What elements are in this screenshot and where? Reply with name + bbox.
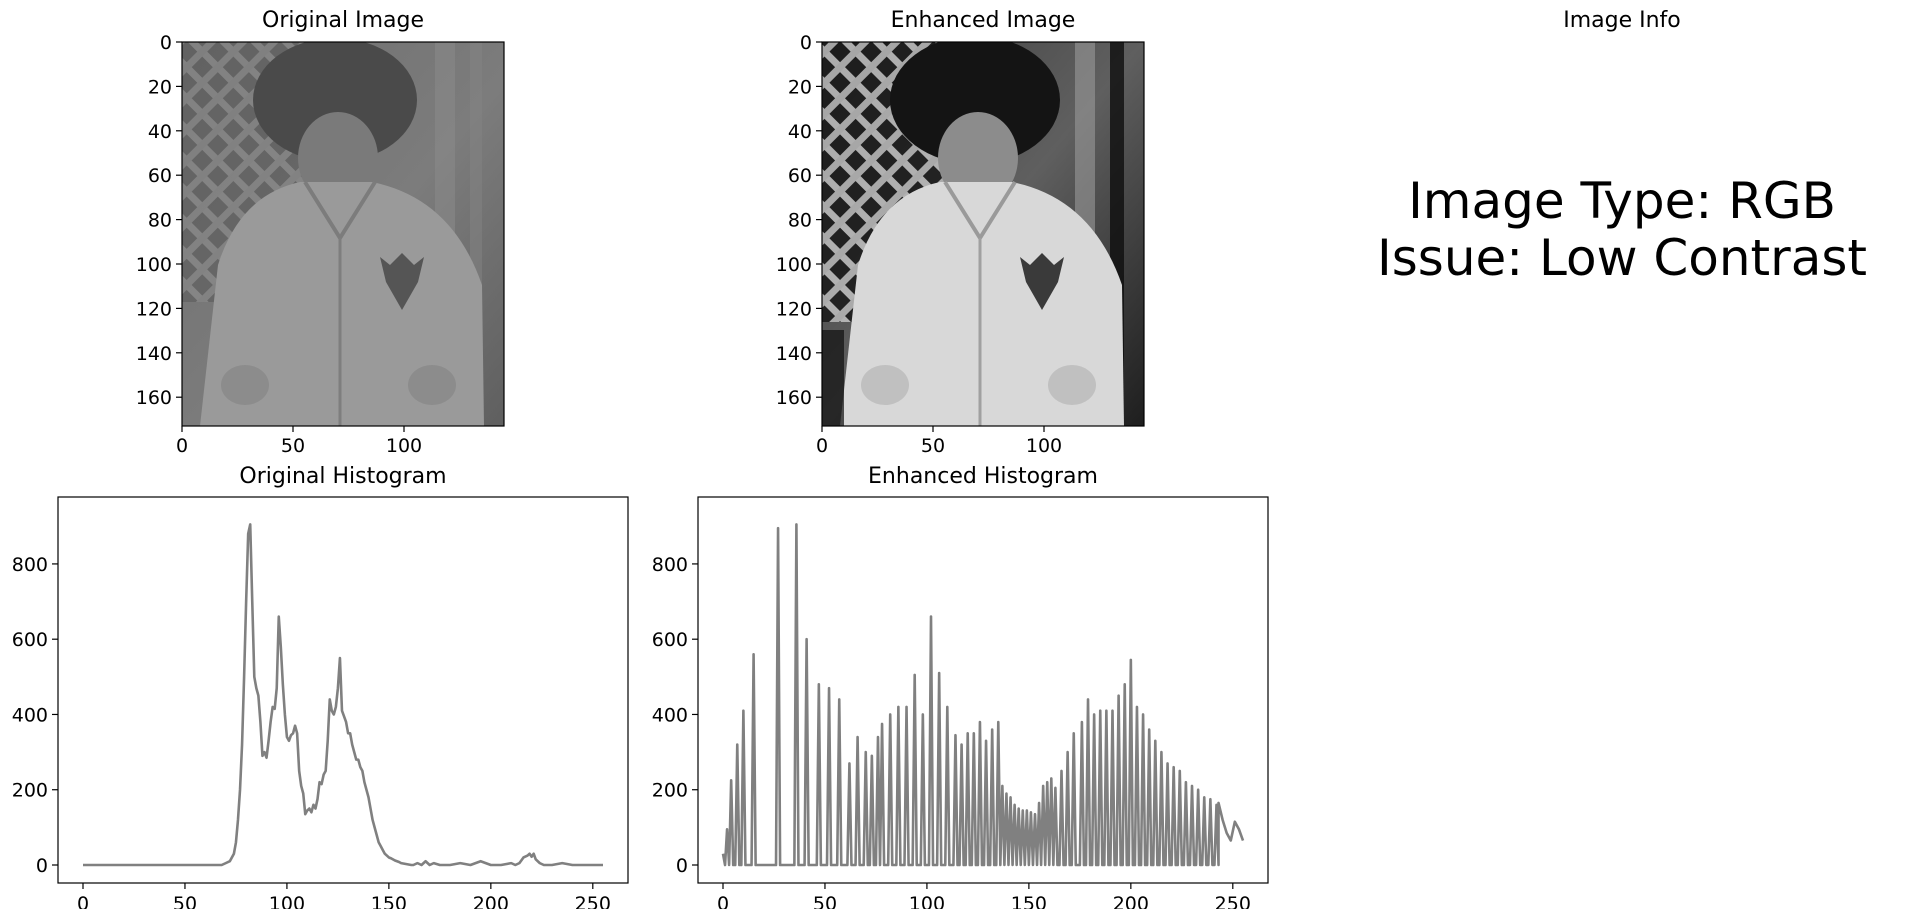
histogram-y-tick-label: 400 <box>12 704 48 726</box>
histogram-x-tick-label: 100 <box>909 893 945 909</box>
histogram-x-tick-label: 150 <box>1011 893 1047 909</box>
histogram-y-tick-label: 0 <box>676 855 688 877</box>
original-image-y-tick-label: 0 <box>160 32 172 54</box>
original-image-y-tick-label: 80 <box>148 210 172 232</box>
enhanced-image-y-ticks: 0 20 40 60 80 100 120 140 160 <box>776 32 822 409</box>
enhanced-image-x-tick-label: 50 <box>921 435 945 457</box>
original-photo <box>182 42 504 426</box>
enhanced-image-y-tick-label: 60 <box>788 165 812 187</box>
histogram-series-line <box>83 523 603 867</box>
histogram-x-tick-label: 50 <box>813 893 837 909</box>
original-image-y-tick-label: 20 <box>148 76 172 98</box>
original-image-y-tick-label: 60 <box>148 165 172 187</box>
histogram-x-tick-label: 200 <box>1113 893 1149 909</box>
histogram-y-tick-label: 600 <box>12 629 48 651</box>
enhanced-image-y-tick-label: 120 <box>776 298 812 320</box>
histogram-x-tick-label: 0 <box>717 893 729 909</box>
original-histogram-frame <box>57 496 629 884</box>
image-info-panel: Image Info Image Type: RGB Issue: Low Co… <box>1377 8 1867 287</box>
histogram-series-line <box>721 523 1245 867</box>
original-image-title: Original Image <box>262 8 424 33</box>
histogram-x-tick-label: 150 <box>371 893 407 909</box>
histogram-x-tick-label: 100 <box>269 893 305 909</box>
enhanced-histogram-chart: Enhanced Histogram 0 50 100 150 200 250 0 200 40… <box>652 464 1269 909</box>
histogram-y-tick-label: 800 <box>12 554 48 576</box>
enhanced-image-y-tick-label: 100 <box>776 254 812 276</box>
enhanced-histogram-title: Enhanced Histogram <box>868 464 1098 489</box>
histogram-x-tick-label: 200 <box>473 893 509 909</box>
original-histogram-title: Original Histogram <box>239 464 446 489</box>
original-image-y-tick-label: 100 <box>136 254 172 276</box>
enhanced-image-y-tick-label: 80 <box>788 210 812 232</box>
original-image-y-tick-label: 40 <box>148 121 172 143</box>
enhanced-image-panel: Enhanced Image 0 20 40 60 80 100 120 140 160 0 50… <box>776 8 1145 457</box>
enhanced-photo <box>822 42 1144 426</box>
original-image-x-tick-label: 0 <box>176 435 188 457</box>
issue-text: Issue: Low Contrast <box>1377 229 1867 287</box>
original-image-x-tick-label: 100 <box>386 435 422 457</box>
original-image-y-tick-label: 140 <box>136 343 172 365</box>
histogram-x-tick-label: 50 <box>173 893 197 909</box>
original-image-panel: Original Image 0 20 40 60 80 100 120 140 160 0 50… <box>136 8 505 457</box>
enhanced-image-x-ticks: 0 50 100 <box>816 426 1062 457</box>
histogram-y-tick-label: 0 <box>36 855 48 877</box>
enhanced-image-y-tick-label: 40 <box>788 121 812 143</box>
original-image-y-ticks: 0 20 40 60 80 100 120 140 160 <box>136 32 182 409</box>
image-info-title: Image Info <box>1563 8 1681 33</box>
enhanced-image-title: Enhanced Image <box>891 8 1076 33</box>
enhanced-image-x-tick-label: 100 <box>1026 435 1062 457</box>
histogram-y-tick-label: 800 <box>652 554 688 576</box>
original-histogram-chart: Original Histogram 0 50 100 150 200 250 0 200 40… <box>12 464 629 909</box>
original-image-y-tick-label: 160 <box>136 387 172 409</box>
original-image-y-tick-label: 120 <box>136 298 172 320</box>
histogram-y-tick-label: 600 <box>652 629 688 651</box>
enhanced-histogram-frame <box>697 496 1269 884</box>
histogram-x-tick-label: 0 <box>77 893 89 909</box>
enhanced-image-x-tick-label: 0 <box>816 435 828 457</box>
histogram-y-tick-label: 400 <box>652 704 688 726</box>
enhanced-image-y-tick-label: 0 <box>800 32 812 54</box>
enhanced-image-y-tick-label: 160 <box>776 387 812 409</box>
histogram-y-tick-label: 200 <box>12 780 48 802</box>
histogram-x-tick-label: 250 <box>575 893 611 909</box>
image-type-text: Image Type: RGB <box>1408 172 1836 230</box>
original-image-x-ticks: 0 50 100 <box>176 426 422 457</box>
enhanced-image-y-tick-label: 20 <box>788 76 812 98</box>
original-image-x-tick-label: 50 <box>281 435 305 457</box>
enhanced-image-y-tick-label: 140 <box>776 343 812 365</box>
histogram-y-tick-label: 200 <box>652 780 688 802</box>
histogram-x-tick-label: 250 <box>1215 893 1251 909</box>
